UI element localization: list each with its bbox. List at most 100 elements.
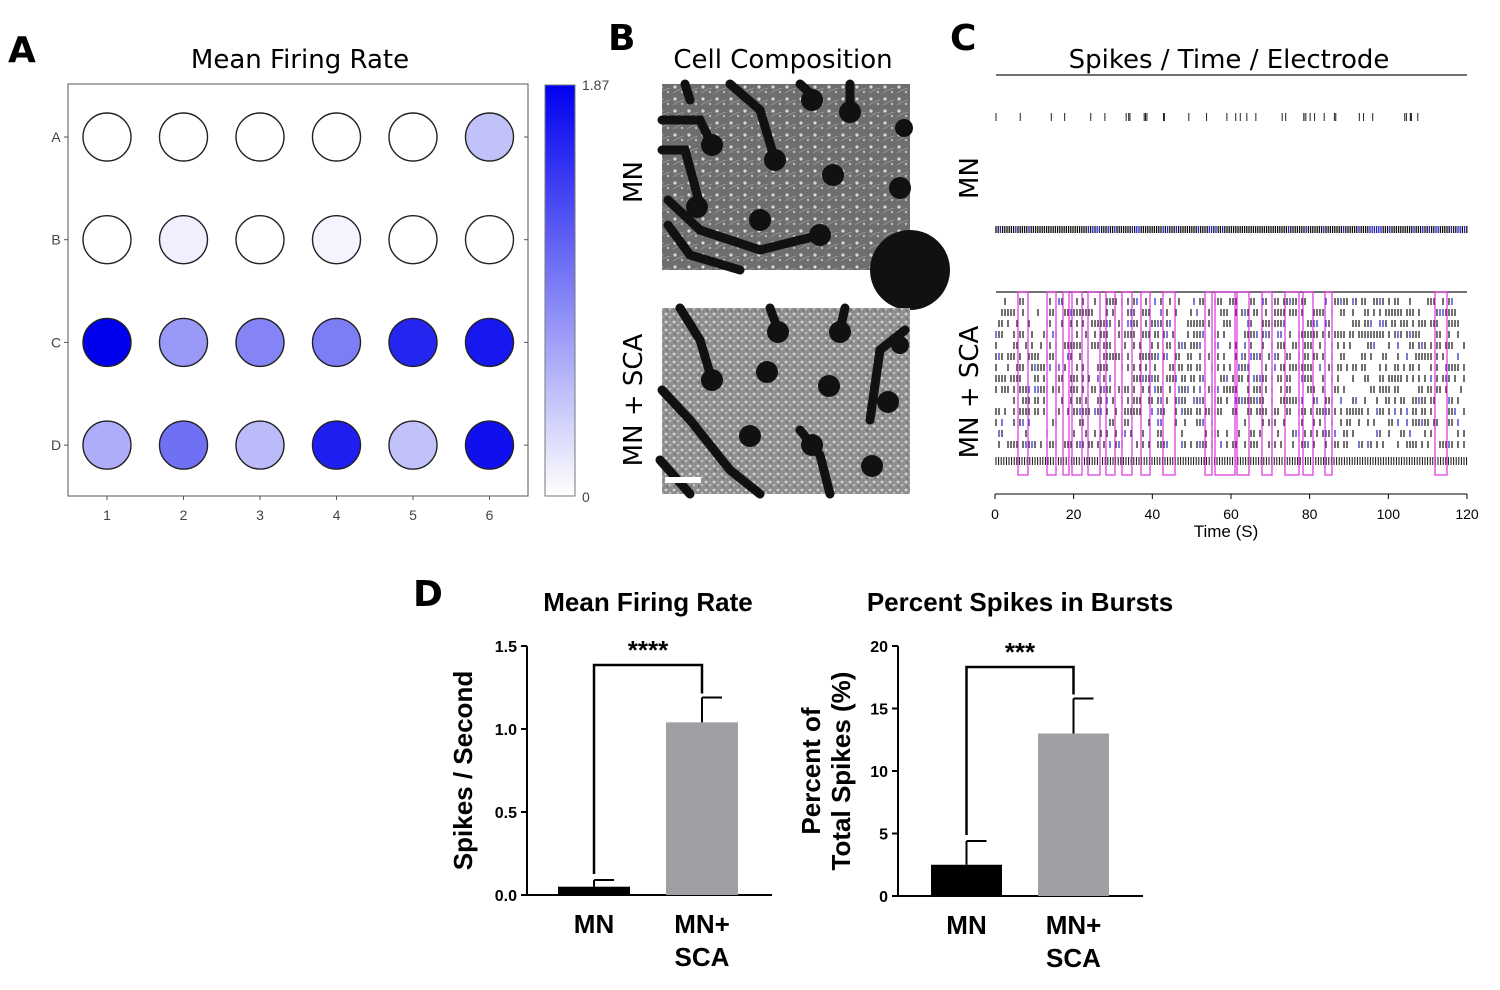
well-C2	[158, 317, 209, 368]
category-label-line: SCA	[675, 942, 730, 972]
burst-box	[1162, 291, 1176, 476]
well-A2	[158, 112, 209, 162]
well-D4	[311, 420, 362, 470]
well-B6	[464, 214, 515, 265]
raster-x-tick-label: 80	[1302, 506, 1318, 522]
significance-bracket	[965, 665, 1075, 835]
burst-box	[1140, 291, 1151, 476]
row-label: B	[51, 232, 60, 248]
well-B1	[82, 214, 132, 265]
micrograph-mn-sca-label: MN + SCA	[619, 333, 649, 466]
category-label: MN	[946, 910, 986, 940]
well-C1	[82, 317, 132, 368]
burst-box	[1261, 291, 1273, 476]
category-label: MN+ SCA	[1046, 910, 1102, 973]
well-A1	[82, 112, 132, 162]
plate-axis-labels: A B C D 1 2 3 4 5 6	[51, 129, 528, 523]
well-C6	[464, 317, 515, 368]
well-D5	[388, 420, 438, 470]
burst-box	[1062, 291, 1070, 476]
bar-chart-percent-bursts: Percent Spikes in Bursts 0 5 10 15 20 Percent …	[796, 587, 1173, 973]
well-A4	[311, 112, 362, 162]
significance-stars: ***	[1005, 637, 1036, 667]
well-B5	[388, 214, 438, 265]
well-A3	[235, 112, 285, 162]
burst-box	[1324, 291, 1333, 476]
raster-group-mn-label: MN	[955, 157, 985, 199]
category-label-line: MN+	[674, 909, 730, 939]
col-label: 3	[256, 507, 264, 523]
raster-x-tick-label: 40	[1145, 506, 1161, 522]
panel-c-title: Spikes / Time / Electrode	[1069, 45, 1390, 75]
y-tick-label: 15	[870, 702, 888, 719]
row-label: A	[51, 129, 61, 145]
plate-frame	[67, 83, 529, 497]
raster-x-label: Time (S)	[1194, 522, 1259, 541]
well-A6	[464, 112, 515, 162]
y-tick-label: 0.5	[495, 805, 517, 822]
well-B4	[311, 214, 362, 265]
raster-x-tick-label: 0	[991, 506, 999, 522]
micrograph-mn-label: MN	[619, 161, 649, 203]
well-C5	[388, 317, 438, 368]
row-label: D	[51, 437, 61, 453]
raster-x-tick-label: 100	[1377, 506, 1401, 522]
panel-b-title: Cell Composition	[673, 45, 892, 75]
well-C3	[235, 317, 285, 368]
category-label: MN+ SCA	[674, 909, 730, 972]
raster-x-tick-label: 20	[1066, 506, 1082, 522]
y-tick-label: 0	[879, 889, 888, 906]
category-label: MN	[574, 909, 614, 939]
well-B2	[158, 214, 209, 265]
y-tick-label: 5	[879, 827, 888, 844]
burst-box	[1071, 291, 1083, 476]
well-plate	[82, 112, 515, 470]
y-tick-label: 10	[870, 764, 888, 781]
burst-box	[1087, 291, 1101, 476]
well-A5	[388, 112, 438, 162]
panel-a-label: A	[8, 30, 36, 71]
significance-bracket	[592, 663, 704, 875]
bar	[931, 864, 1002, 896]
panel-b-label: B	[608, 18, 635, 59]
micrograph-mn-sca	[655, 303, 910, 499]
micrograph-mn	[657, 79, 950, 310]
burst-box	[1046, 291, 1057, 476]
y-axis-label: Percent of	[796, 707, 826, 834]
y-axis-label: Spikes / Second	[448, 671, 478, 870]
burst-box	[1434, 291, 1448, 476]
well-B3	[235, 214, 285, 265]
burst-box	[1204, 291, 1213, 476]
bar	[1038, 733, 1109, 896]
panel-a-title: Mean Firing Rate	[191, 45, 409, 75]
col-label: 2	[180, 507, 188, 523]
well-D2	[158, 420, 209, 470]
bar	[666, 722, 738, 895]
burst-box	[1284, 291, 1300, 476]
col-label: 6	[486, 507, 494, 523]
row-label: C	[51, 334, 61, 350]
y-tick-label: 1.0	[495, 722, 517, 739]
panel-d-label: D	[413, 574, 443, 615]
burst-box	[1121, 291, 1133, 476]
panel-c-label: C	[950, 18, 976, 59]
colorbar-max-label: 1.87	[582, 77, 609, 93]
category-label-line: MN+	[1046, 910, 1102, 940]
scale-bar	[665, 477, 701, 483]
spike-raster	[995, 74, 1468, 476]
y-tick-label: 1.5	[495, 639, 517, 656]
bar-chart-title: Percent Spikes in Bursts	[867, 587, 1173, 617]
burst-box	[1236, 291, 1250, 476]
y-tick-label: 0.0	[495, 888, 517, 905]
raster-x-ticks: 0 20 40 60 80 100 120	[991, 494, 1479, 522]
colorbar	[544, 84, 576, 497]
significance-stars: ****	[628, 635, 669, 665]
y-tick-label: 20	[870, 639, 888, 656]
category-label-line: SCA	[1046, 943, 1101, 973]
well-D1	[82, 420, 132, 470]
bar-chart-mean-firing-rate: Mean Firing Rate 0.0 0.5 1.0 1.5 Spikes / Sec…	[448, 587, 772, 972]
col-label: 1	[103, 507, 111, 523]
bar-chart-title: Mean Firing Rate	[543, 587, 752, 617]
burst-box	[1105, 291, 1116, 476]
